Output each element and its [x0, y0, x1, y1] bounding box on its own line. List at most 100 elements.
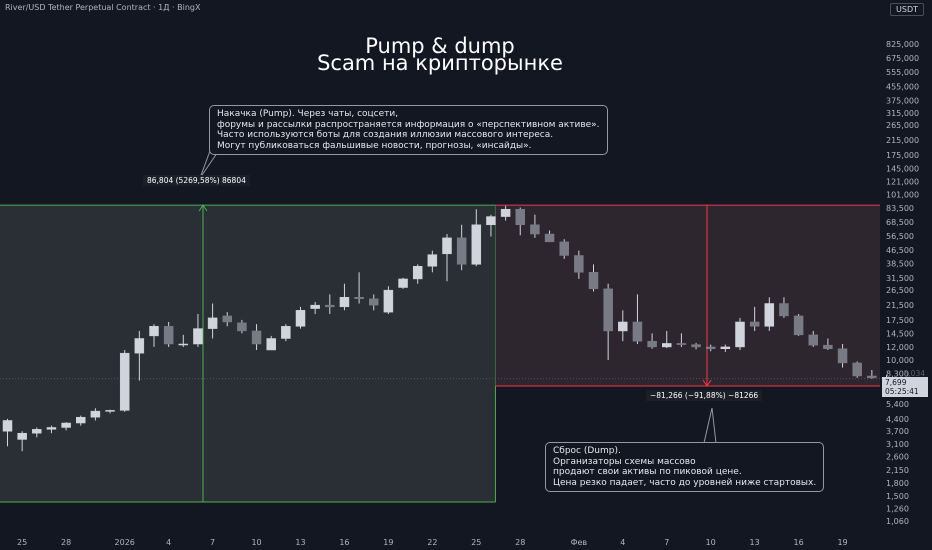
x-tick-label: 25 — [17, 538, 27, 547]
dump-arrow-head — [702, 379, 712, 387]
y-tick-label: 215,000 — [886, 136, 919, 145]
candle-body — [456, 237, 467, 265]
x-tick-label: 22 — [427, 538, 437, 547]
x-tick-label: Фев — [571, 538, 588, 547]
x-tick-label: 7 — [664, 538, 669, 547]
candle-body — [76, 416, 86, 424]
candle-body — [383, 289, 394, 313]
candle-body — [427, 254, 438, 267]
y-tick-label: 21,500 — [886, 301, 914, 310]
candle-body — [603, 288, 613, 332]
candle-body — [705, 346, 716, 349]
candle-body — [647, 340, 657, 348]
candle-body — [515, 208, 525, 226]
candle-body — [691, 344, 701, 348]
candle-body — [119, 352, 130, 411]
x-tick-label: 19 — [837, 538, 847, 547]
y-tick-label: 555,000 — [886, 68, 919, 77]
symbol-header: River/USD Tether Perpetual Contract · 1Д… — [5, 3, 201, 12]
candle-body — [823, 344, 833, 349]
y-tick-label: 1,060 — [886, 517, 909, 526]
dump-annotation[interactable]: Сброс (Dump). Организаторы схемы массово… — [545, 442, 825, 492]
candle-body — [544, 233, 555, 243]
candle-body — [207, 317, 218, 329]
y-tick-label: 121,000 — [886, 177, 919, 186]
x-tick-label: 13 — [750, 538, 760, 547]
x-tick-label: 28 — [515, 538, 525, 547]
candle-body — [471, 224, 482, 265]
x-tick-label: 10 — [706, 538, 716, 547]
y-tick-label: 265,000 — [886, 121, 919, 130]
candle-body — [46, 427, 57, 430]
candle-body — [837, 348, 848, 364]
candle-body — [559, 241, 569, 256]
y-tick-label: 38,500 — [886, 259, 914, 268]
candle-body — [574, 255, 584, 273]
candle-body — [90, 410, 101, 418]
x-tick-label: 4 — [620, 538, 625, 547]
x-tick-label: 16 — [339, 538, 349, 547]
candle-body — [17, 432, 27, 440]
candle-body — [222, 315, 232, 323]
candle-body — [808, 334, 818, 346]
candle-body — [764, 303, 775, 327]
candle-body — [251, 330, 262, 345]
candle-body — [32, 429, 42, 434]
candle-body — [735, 321, 745, 348]
candle-body — [749, 321, 760, 327]
candle-body — [618, 321, 628, 332]
countdown-label: 05:25:41 — [882, 386, 928, 397]
candle-body — [310, 304, 320, 309]
x-tick-label: 28 — [61, 538, 71, 547]
y-tick-label: 31,500 — [886, 274, 914, 283]
y-tick-label: 2,600 — [886, 453, 909, 462]
candle-body — [134, 338, 145, 354]
last-price-label: 7,699 — [882, 377, 928, 388]
candle-body — [662, 343, 672, 348]
candle-body — [281, 326, 291, 339]
chart-title: Pump & dump — [365, 34, 515, 58]
candle-body — [867, 375, 877, 379]
candle-body — [178, 343, 189, 346]
dump-measure-label: −81,266 (−91,88%) −81266 — [646, 390, 763, 401]
x-tick-label: 25 — [471, 538, 481, 547]
candle-body — [398, 278, 408, 288]
y-tick-label: 26,500 — [886, 286, 914, 295]
candle-body — [676, 343, 687, 345]
candle-body — [793, 315, 804, 336]
y-tick-label: 315,000 — [886, 109, 919, 118]
candle-body — [193, 328, 203, 345]
pump-zone — [0, 205, 496, 503]
candle-body — [105, 410, 115, 412]
y-tick-label: 83,500 — [886, 204, 914, 213]
y-tick-label: 3,700 — [886, 427, 909, 436]
y-tick-label: 68,500 — [886, 218, 914, 227]
y-tick-label: 10,000 — [886, 356, 914, 365]
y-tick-label: 46,500 — [886, 246, 914, 255]
candle-body — [500, 208, 511, 217]
y-tick-label: 2,150 — [886, 466, 909, 475]
currency-badge[interactable]: USDT — [890, 3, 924, 16]
y-tick-label: 375,000 — [886, 96, 919, 105]
y-tick-label: 101,000 — [886, 190, 919, 199]
candle-body — [295, 310, 306, 327]
candle-body — [339, 297, 350, 308]
candle-body — [720, 346, 731, 349]
x-tick-label: 13 — [295, 538, 305, 547]
candle-body — [237, 322, 247, 332]
pump-annotation[interactable]: Накачка (Pump). Через чаты, соцсети, фор… — [209, 105, 608, 155]
candle-body — [2, 420, 13, 432]
dump-zone — [495, 205, 880, 386]
y-tick-label: 4,400 — [886, 415, 909, 424]
candle-body — [325, 304, 335, 308]
y-tick-label: 1,800 — [886, 479, 909, 488]
y-tick-label: 14,500 — [886, 329, 914, 338]
y-tick-label: 825,000 — [886, 40, 919, 49]
candle-body — [149, 326, 159, 337]
y-tick-label: 145,000 — [886, 164, 919, 173]
candle-body — [61, 422, 71, 428]
y-tick-label: 1,500 — [886, 492, 909, 501]
candle-body — [486, 216, 496, 226]
x-tick-label: 2026 — [115, 538, 135, 547]
